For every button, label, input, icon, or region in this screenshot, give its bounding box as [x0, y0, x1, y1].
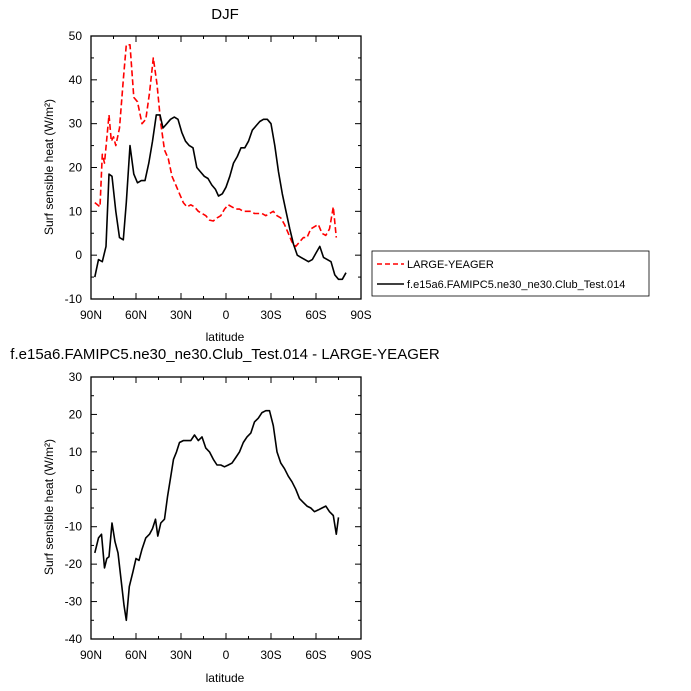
legend-label-large-yeager: LARGE-YEAGER [407, 259, 494, 271]
p2-xtick-label: 90N [80, 648, 102, 662]
bottom-series-lines [94, 409, 340, 622]
bottom-chart-title: f.e15a6.FAMIPC5.ne30_ne30.Club_Test.014 … [10, 346, 440, 363]
p1-xtick-label: 30S [260, 308, 281, 322]
p2-ytick-label: 0 [75, 482, 82, 496]
p1-ytick-label: 40 [69, 73, 83, 87]
p1-ytick-label: 50 [69, 29, 83, 43]
p1-xtick-label: 60S [305, 308, 326, 322]
top-series-lines [94, 44, 347, 281]
p2-ytick-label: 20 [69, 407, 83, 421]
legend-label-club-test: f.e15a6.FAMIPC5.ne30_ne30.Club_Test.014 [407, 279, 625, 291]
bottom-y-axis-label: Surf sensible heat (W/m²) [42, 439, 56, 575]
p2-ytick-label: -20 [65, 557, 83, 571]
p2-ytick-label: -30 [65, 595, 83, 609]
bottom-x-axis: 90N 60N 30N 0 30S 60S 90S [80, 377, 372, 662]
series-f-e15a6-famipc5-ne30-ne30-club-test-014 [94, 114, 347, 281]
top-x-axis: 90N 60N 30N 0 30S 60S 90S [80, 36, 372, 322]
p1-xtick-label: 0 [223, 308, 230, 322]
bottom-panel: f.e15a6.FAMIPC5.ne30_ne30.Club_Test.014 … [10, 346, 440, 685]
p2-xtick-label: 60N [125, 648, 147, 662]
p1-xtick-label: 90S [350, 308, 371, 322]
p1-ytick-label: -10 [65, 292, 83, 306]
p1-xtick-label: 60N [125, 308, 147, 322]
series-large-yeager [94, 44, 338, 248]
p2-difference-line [94, 409, 340, 622]
p2-xtick-label: 30S [260, 648, 281, 662]
p2-xtick-label: 90S [350, 648, 371, 662]
p2-ytick-label: -40 [65, 632, 83, 646]
p1-xtick-label: 30N [170, 308, 192, 322]
legend-box [371, 250, 650, 297]
p2-ytick-label: 30 [69, 370, 83, 384]
p1-ytick-label: 20 [69, 161, 83, 175]
top-y-axis-label: Surf sensible heat (W/m²) [42, 99, 56, 235]
p2-ytick-label: 10 [69, 445, 83, 459]
bottom-y-axis: -40 -30 -20 -10 0 10 20 30 [65, 370, 361, 646]
top-x-axis-label: latitude [206, 330, 245, 344]
p2-ytick-label: -10 [65, 520, 83, 534]
p2-xtick-label: 0 [223, 648, 230, 662]
p1-xtick-label: 90N [80, 308, 102, 322]
bottom-x-axis-label: latitude [206, 671, 245, 685]
legend: LARGE-YEAGER f.e15a6.FAMIPC5.ne30_ne30.C… [371, 250, 650, 297]
top-chart-title: DJF [211, 6, 239, 23]
p1-ytick-label: 30 [69, 117, 83, 131]
p1-ytick-label: 10 [69, 204, 83, 218]
p2-xtick-label: 30N [170, 648, 192, 662]
top-panel: DJF -10 0 10 20 30 40 50 90N 60N 30N 0 30S 60S 90S l… [42, 6, 372, 344]
p1-ytick-label: 0 [75, 248, 82, 262]
top-y-axis: -10 0 10 20 30 40 50 [65, 29, 361, 306]
p2-xtick-label: 60S [305, 648, 326, 662]
